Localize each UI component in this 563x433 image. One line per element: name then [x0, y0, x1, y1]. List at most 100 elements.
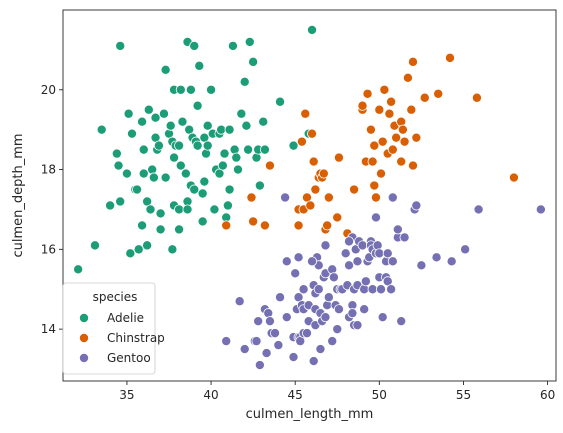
point-chinstrap-12: [307, 128, 318, 139]
y-tick-label-16: 16: [41, 242, 56, 256]
point-gentoo-104: [460, 244, 471, 255]
point-adelie-46: [175, 160, 186, 171]
point-gentoo-85: [374, 248, 385, 259]
point-adelie-93: [258, 116, 269, 127]
point-chinstrap-27: [357, 100, 368, 111]
point-gentoo-4: [251, 336, 262, 347]
point-adelie-31: [158, 108, 169, 119]
point-gentoo-109: [323, 292, 334, 303]
point-adelie-17: [138, 144, 149, 155]
point-gentoo-82: [370, 212, 381, 223]
point-gentoo-98: [399, 232, 410, 243]
point-gentoo-40: [313, 284, 324, 295]
point-adelie-55: [189, 184, 200, 195]
legend-marker-chinstrap: [79, 332, 90, 343]
point-adelie-52: [185, 84, 196, 95]
point-gentoo-96: [392, 224, 403, 235]
x-axis-label: culmen_length_mm: [246, 407, 374, 422]
point-adelie-25: [150, 112, 161, 123]
point-gentoo-12: [270, 328, 281, 339]
point-chinstrap-13: [308, 156, 319, 167]
point-adelie-23: [147, 164, 158, 175]
point-adelie-15: [137, 116, 148, 127]
point-gentoo-100: [411, 200, 422, 211]
point-adelie-21: [143, 104, 154, 115]
point-adelie-29: [155, 208, 166, 219]
point-chinstrap-5: [293, 220, 304, 231]
point-adelie-48: [180, 168, 191, 179]
point-chinstrap-34: [374, 104, 385, 115]
point-adelie-6: [115, 40, 126, 51]
point-chinstrap-49: [406, 104, 417, 115]
point-chinstrap-51: [407, 56, 418, 67]
point-gentoo-86: [376, 284, 387, 295]
point-adelie-65: [201, 148, 212, 159]
point-chinstrap-57: [508, 172, 519, 183]
point-chinstrap-43: [391, 132, 402, 143]
x-tick-label-60: 60: [540, 388, 555, 402]
point-chinstrap-40: [386, 96, 397, 107]
x-tick-label-45: 45: [288, 388, 303, 402]
point-gentoo-9: [263, 308, 274, 319]
point-adelie-66: [202, 120, 213, 131]
points-layer: [73, 24, 546, 371]
point-gentoo-5: [253, 316, 264, 327]
point-gentoo-108: [344, 236, 355, 247]
point-gentoo-1: [234, 296, 245, 307]
point-adelie-90: [251, 152, 262, 163]
point-chinstrap-33: [370, 192, 381, 203]
point-gentoo-16: [281, 256, 292, 267]
legend-label-adelie: Adelie: [107, 311, 144, 325]
point-adelie-13: [132, 184, 143, 195]
point-adelie-73: [216, 124, 227, 135]
point-adelie-43: [174, 204, 185, 215]
point-gentoo-69: [352, 256, 363, 267]
y-tick-label-18: 18: [41, 163, 56, 177]
point-adelie-18: [138, 168, 149, 179]
point-gentoo-13: [273, 340, 284, 351]
point-chinstrap-31: [367, 156, 378, 167]
point-adelie-39: [169, 152, 180, 163]
point-adelie-28: [153, 140, 164, 151]
point-chinstrap-50: [407, 160, 418, 171]
point-adelie-85: [239, 76, 250, 87]
point-gentoo-72: [359, 304, 370, 315]
point-chinstrap-54: [433, 88, 444, 99]
point-chinstrap-11: [305, 200, 316, 211]
point-gentoo-10: [264, 316, 275, 327]
x-axis-ticks: 35 40 45 50 55 60: [119, 381, 555, 402]
point-chinstrap-47: [399, 136, 410, 147]
legend-label-chinstrap: Chinstrap: [107, 331, 165, 345]
point-chinstrap-41: [387, 144, 398, 155]
y-axis-ticks: 14 16 18 20: [41, 83, 63, 336]
point-adelie-22: [145, 204, 156, 215]
point-chinstrap-30: [365, 124, 376, 135]
point-gentoo-15: [281, 312, 292, 323]
point-adelie-67: [206, 84, 217, 95]
point-chinstrap-7: [296, 136, 307, 147]
point-adelie-83: [232, 164, 243, 175]
point-chinstrap-36: [377, 136, 388, 147]
point-adelie-33: [160, 172, 171, 183]
point-adelie-61: [197, 188, 208, 199]
point-adelie-4: [111, 148, 122, 159]
point-adelie-77: [222, 200, 233, 211]
point-adelie-80: [227, 40, 238, 51]
point-adelie-99: [202, 140, 213, 151]
point-adelie-96: [288, 140, 299, 151]
point-gentoo-105: [473, 204, 484, 215]
legend-marker-gentoo: [79, 352, 90, 363]
point-adelie-3: [105, 200, 116, 211]
point-adelie-82: [231, 152, 242, 163]
point-chinstrap-46: [397, 124, 408, 135]
point-gentoo-102: [431, 252, 442, 263]
point-adelie-58: [192, 100, 203, 111]
point-adelie-14: [133, 244, 144, 255]
point-adelie-56: [189, 40, 200, 51]
x-tick-label-35: 35: [119, 388, 134, 402]
point-gentoo-103: [446, 256, 457, 267]
point-adelie-47: [177, 116, 188, 127]
point-adelie-9: [123, 108, 134, 119]
point-adelie-100: [182, 204, 193, 215]
